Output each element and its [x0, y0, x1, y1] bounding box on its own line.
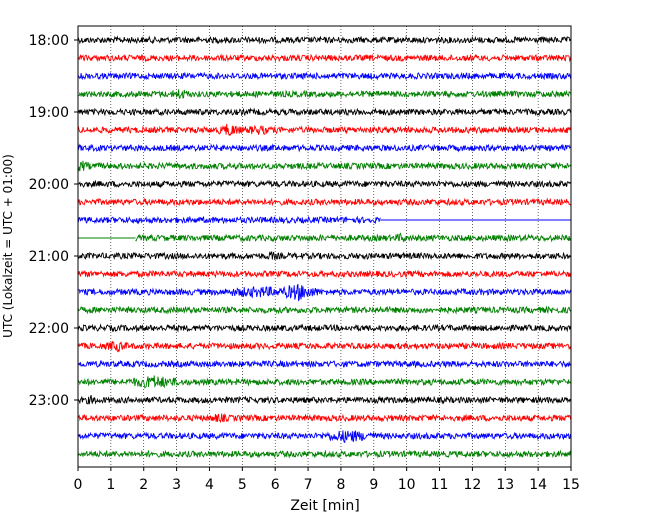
trace-2215: [77, 340, 572, 353]
x-tick-label-4: 4: [205, 477, 214, 493]
y-tick-label-1800: 18:00: [29, 33, 69, 49]
trace-2115: [77, 269, 572, 279]
trace-2030: [77, 215, 381, 225]
trace-2230: [77, 359, 572, 369]
y-tick-label-2000: 20:00: [29, 177, 69, 193]
trace-1830: [77, 71, 572, 81]
x-tick-label-10: 10: [398, 477, 416, 493]
x-tick-label-6: 6: [271, 477, 280, 493]
trace-2345: [77, 449, 572, 459]
trace-1815: [77, 53, 572, 63]
trace-1930: [77, 143, 572, 153]
x-tick-label-15: 15: [562, 477, 580, 493]
trace-2330: [77, 430, 572, 444]
trace-2000: [77, 179, 572, 189]
x-tick-label-8: 8: [336, 477, 345, 493]
trace-2300: [77, 394, 572, 405]
trace-2245: [77, 375, 572, 389]
x-tick-label-7: 7: [304, 477, 313, 493]
trace-2130: [77, 283, 572, 302]
trace-2100: [77, 250, 572, 261]
trace-2015: [77, 197, 572, 207]
x-tick-label-2: 2: [139, 477, 148, 493]
y-tick-label-2100: 21:00: [29, 249, 69, 265]
x-tick-label-9: 9: [369, 477, 378, 493]
trace-2200: [77, 323, 572, 333]
y-tick-label-2200: 22:00: [29, 321, 69, 337]
x-tick-label-5: 5: [238, 477, 247, 493]
y-tick-label-1900: 19:00: [29, 105, 69, 121]
x-tick-label-1: 1: [106, 477, 115, 493]
x-tick-label-13: 13: [496, 477, 514, 493]
trace-1900: [77, 107, 572, 117]
x-tick-label-12: 12: [463, 477, 481, 493]
x-tick-label-14: 14: [529, 477, 547, 493]
trace-2315: [77, 412, 572, 424]
x-tick-label-0: 0: [74, 477, 83, 493]
trace-group: [77, 35, 572, 459]
plot-frame: [77, 25, 572, 468]
x-axis-label: Zeit [min]: [290, 498, 359, 514]
trace-2045: [135, 232, 572, 243]
y-axis-label: UTC (Lokalzeit = UTC + 01:00): [1, 154, 15, 338]
trace-1800: [77, 35, 572, 45]
x-axis: 0 1 2 3 4 5 6 7 8 9 10 11 12 13 14 15: [74, 467, 580, 493]
x-tick-label-3: 3: [172, 477, 181, 493]
trace-1845: [77, 89, 572, 100]
trace-1945: [77, 160, 572, 172]
trace-2145: [77, 305, 572, 315]
y-axis: 18:00 19:00 20:00 21:00 22:00 23:00: [29, 33, 78, 409]
trace-1915: [77, 123, 572, 137]
y-tick-label-2300: 23:00: [29, 393, 69, 409]
x-tick-label-11: 11: [431, 477, 449, 493]
